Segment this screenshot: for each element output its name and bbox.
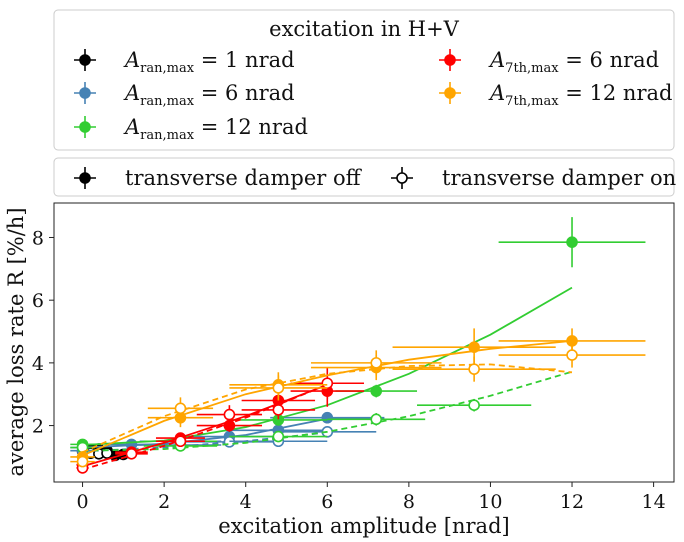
point-marker: [223, 408, 236, 421]
fit-line: [82, 417, 328, 449]
legend-excitation-title: excitation in H+V: [269, 17, 460, 41]
point-marker: [566, 349, 578, 361]
data-point: [270, 411, 385, 424]
data-point: [115, 447, 148, 460]
damper-entry-label: transverse damper on: [442, 166, 676, 190]
legend-entry-label: Aran,max = 12 nrad: [123, 115, 308, 143]
legend-marker: [439, 82, 461, 104]
series-5: [70, 217, 646, 451]
point-marker: [174, 402, 187, 415]
fit-line: [82, 363, 573, 454]
damper-entry-2: transverse damper on: [391, 166, 676, 190]
data-point: [241, 400, 316, 420]
legend-marker: [74, 49, 96, 71]
y-axis: 2 4 6 8: [32, 227, 54, 438]
point-marker: [468, 341, 480, 354]
x-tick-label: 2: [158, 491, 170, 513]
marker-dot: [79, 121, 91, 133]
point-marker: [76, 455, 89, 468]
data-point: [327, 413, 426, 426]
legend-damper-frame: [53, 157, 675, 197]
point-marker: [370, 413, 383, 426]
marker-dot: [79, 54, 91, 66]
x-tick-label: 14: [642, 491, 666, 513]
marker-dot: [396, 172, 408, 184]
point-marker: [125, 447, 138, 460]
x-tick-label: 6: [321, 491, 333, 513]
y-tick-label: 8: [32, 227, 44, 249]
fit-line: [82, 383, 328, 471]
legend-entry-4: A7th,max = 6 nrad: [439, 48, 659, 76]
marker-dot: [444, 54, 456, 66]
damper-legend-marker: [391, 167, 413, 189]
data-point: [155, 435, 205, 448]
data-point: [498, 342, 646, 368]
legend-damper: transverse damper off transverse damper o…: [53, 157, 676, 197]
damper-legend-marker: [74, 167, 96, 189]
marker-dot: [444, 87, 456, 99]
plot-area: [70, 217, 646, 474]
point-marker: [468, 363, 480, 375]
legend-excitation: excitation in H+V Aran,max = 1 nrad Aran,…: [53, 9, 675, 151]
legend-entry-1: Aran,max = 1 nrad: [74, 48, 295, 76]
x-tick-label: 0: [77, 491, 89, 513]
point-marker: [321, 411, 334, 424]
y-tick-label: 4: [32, 353, 44, 375]
legend-entry-label: A7th,max = 6 nrad: [488, 48, 659, 76]
x-axis-label: excitation amplitude [nrad]: [218, 514, 509, 538]
x-tick-label: 10: [478, 491, 502, 513]
point-marker: [272, 382, 285, 394]
legend-marker: [74, 82, 96, 104]
y-axis-label: average loss rate R [%/h]: [4, 207, 28, 476]
data-point: [392, 328, 556, 367]
data-point: [498, 217, 646, 268]
x-tick-label: 4: [240, 491, 252, 513]
legend-entry-label: Aran,max = 1 nrad: [123, 48, 295, 76]
damper-entry-1: transverse damper off: [74, 166, 363, 190]
data-point: [147, 397, 214, 420]
legend-excitation-frame: [53, 9, 675, 151]
legend-marker: [74, 116, 96, 138]
x-tick-label: 8: [403, 491, 415, 513]
legend-entry-label: Aran,max = 6 nrad: [123, 81, 295, 109]
point-marker: [272, 404, 285, 416]
series-10: [70, 342, 646, 468]
x-tick-label: 12: [560, 491, 584, 513]
point-marker: [468, 399, 480, 411]
damper-entry-label: transverse damper off: [125, 166, 363, 190]
legend-entry-2: Aran,max = 6 nrad: [74, 81, 295, 109]
point-marker: [321, 377, 334, 390]
legend-marker: [439, 49, 461, 71]
marker-dot: [79, 87, 91, 99]
legend-entry-label: A7th,max = 12 nrad: [488, 81, 672, 109]
y-tick-label: 6: [32, 290, 44, 312]
marker-dot: [79, 172, 91, 184]
point-marker: [174, 435, 187, 448]
data-point: [70, 441, 95, 454]
data-point: [310, 350, 442, 376]
fit-line: [82, 370, 573, 452]
point-marker: [370, 385, 383, 397]
data-point: [392, 356, 556, 382]
plot-frame: [53, 202, 675, 483]
point-marker: [566, 236, 578, 248]
x-axis: 0 2 4 6 8 10 12 14: [77, 482, 666, 513]
legend-entry-3: Aran,max = 12 nrad: [74, 115, 308, 143]
y-tick-label: 2: [32, 416, 44, 438]
data-point: [229, 375, 328, 401]
point-marker: [272, 430, 285, 443]
data-point: [196, 405, 263, 425]
series-7: [76, 375, 364, 471]
point-marker: [370, 357, 383, 369]
data-point: [229, 430, 328, 443]
fit-line: [82, 340, 573, 457]
legend-entry-5: A7th,max = 12 nrad: [439, 81, 672, 109]
data-point: [70, 455, 95, 468]
data-point: [417, 398, 532, 412]
